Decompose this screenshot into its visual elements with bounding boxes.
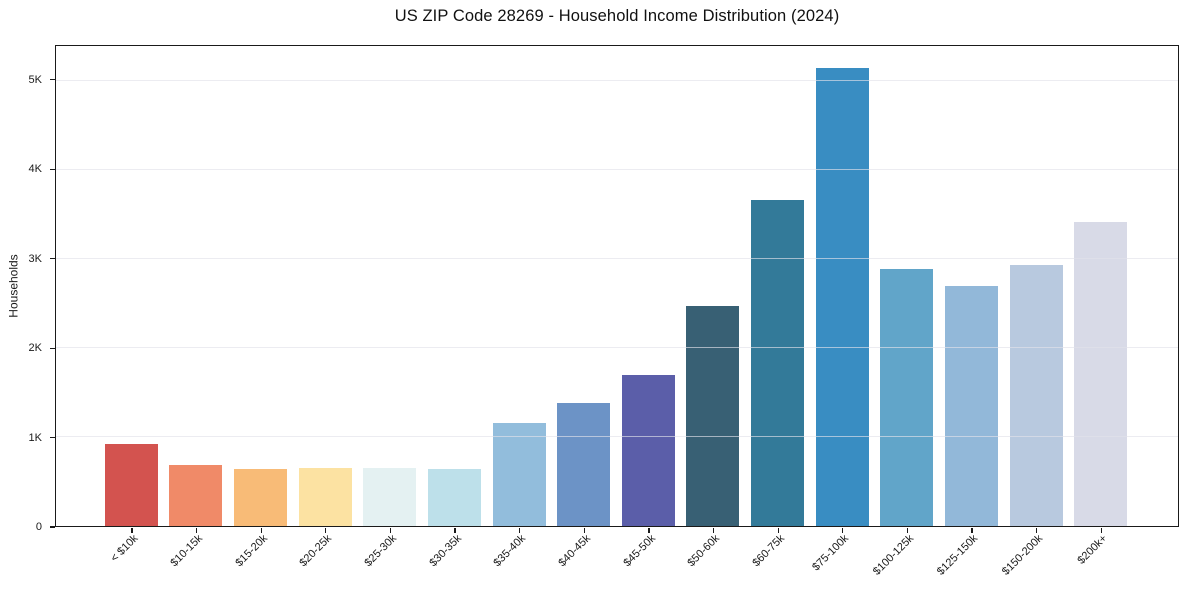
bar-$125-150k	[944, 285, 998, 526]
y-axis-ticks: 0 1K 2K 3K 4K 5K	[0, 45, 55, 533]
x-tick-mark	[648, 528, 650, 533]
x-tick-label: < $10k	[108, 532, 141, 565]
x-tick-mark	[260, 528, 262, 533]
x-tick-label: $75-100k	[810, 532, 852, 574]
y-tick-mark	[50, 436, 55, 439]
x-tick-label: $100-125k	[870, 532, 917, 578]
x-tick-mark	[131, 528, 133, 533]
x-tick-label: $30-35k	[427, 532, 464, 570]
bar-slot: $100-125k	[871, 46, 940, 578]
bar-slot: $125-150k	[935, 46, 1004, 578]
bar-$75-100k	[815, 68, 869, 526]
y-tick-label: 2K	[28, 342, 42, 355]
y-tick-label: 5K	[28, 73, 42, 86]
x-tick-label: $20-25k	[297, 532, 335, 570]
x-tick-mark	[842, 528, 844, 533]
x-tick-mark	[1036, 528, 1038, 533]
y-tick-mark	[50, 79, 55, 81]
x-tick-label: $50-60k	[685, 532, 723, 570]
bar-$100-125k	[880, 268, 934, 526]
bar-$40-45k	[557, 403, 611, 526]
x-tick-label: $25-30k	[362, 532, 400, 570]
bar-slot: $25-30k	[358, 46, 423, 569]
y-tick-mark	[50, 526, 55, 528]
x-tick-label: $40-45k	[556, 532, 593, 570]
x-tick-label: $35-40k	[491, 532, 529, 570]
bar-slot: $35-40k	[487, 46, 552, 569]
x-tick-mark	[195, 528, 198, 533]
x-tick-label: $200k+	[1075, 532, 1110, 567]
bar-$200k+	[1074, 221, 1128, 526]
x-tick-mark	[519, 528, 521, 533]
x-tick-label: $15-20k	[233, 532, 270, 570]
chart-title: US ZIP Code 28269 - Household Income Dis…	[394, 7, 840, 25]
bar-slot: $40-45k	[551, 46, 616, 569]
bar-$35-40k	[492, 422, 546, 526]
x-tick-mark	[1100, 528, 1102, 533]
x-tick-mark	[971, 528, 973, 533]
bar-slot: $200k+	[1068, 46, 1133, 567]
y-tick-label: 4K	[28, 163, 42, 176]
x-tick-mark	[712, 528, 715, 533]
bar-slot: $75-100k	[810, 46, 875, 573]
bar-$10-15k	[169, 464, 223, 526]
bar-slot: $50-60k	[681, 46, 746, 569]
bar-$30-35k	[427, 469, 481, 526]
bar-$15-20k	[234, 468, 288, 526]
x-tick-mark	[906, 528, 908, 533]
x-tick-mark	[325, 528, 327, 533]
bar-< $10k	[104, 444, 158, 526]
y-tick-mark	[50, 258, 55, 260]
x-tick-mark	[454, 528, 456, 533]
bar-slot: $30-35k	[422, 46, 487, 569]
bar-$45-50k	[621, 374, 675, 526]
bar-slot: $20-25k	[293, 46, 358, 569]
x-tick-label: $150-200k	[1000, 532, 1046, 578]
bar-$150-200k	[1009, 264, 1063, 526]
x-tick-mark	[583, 528, 585, 533]
x-tick-mark	[777, 528, 779, 533]
bar-slot: $15-20k	[228, 46, 293, 569]
x-tick-label: $45-50k	[620, 532, 658, 570]
x-tick-label: $60-75k	[750, 532, 787, 570]
bar-$50-60k	[686, 306, 740, 526]
bar-slot: < $10k	[99, 46, 164, 565]
bar-slot: $60-75k	[745, 46, 810, 569]
bars-container: < $10k $10-15k $15-20k $20-25k $25-30k $30-35…	[56, 46, 1178, 578]
plot-area: < $10k $10-15k $15-20k $20-25k $25-30k $30-35…	[55, 45, 1179, 578]
x-tick-label: $10-15k	[168, 532, 206, 570]
x-tick-label: $125-150k	[935, 532, 981, 578]
bar-slot: $10-15k	[164, 46, 229, 569]
bar-$25-30k	[363, 467, 417, 526]
y-tick-mark	[50, 347, 55, 349]
bar-slot: $45-50k	[616, 46, 681, 569]
bar-$60-75k	[751, 200, 805, 526]
y-tick-label: 1K	[28, 431, 42, 444]
y-tick-mark	[50, 168, 55, 170]
y-tick-label: 0	[35, 521, 42, 533]
bar-$20-25k	[298, 467, 352, 526]
bar-slot: $150-200k	[1000, 46, 1069, 578]
x-tick-mark	[389, 528, 391, 533]
y-tick-label: 3K	[28, 252, 42, 265]
